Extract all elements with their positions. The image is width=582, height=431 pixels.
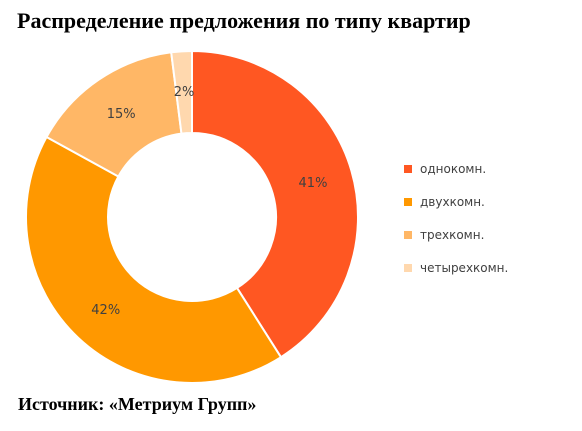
- donut-slices: [25, 49, 359, 384]
- slice-1: [191, 49, 359, 359]
- slice-labels: 41% 42% 15% 2%: [91, 85, 327, 318]
- source-note: Источник: «Метриум Групп»: [18, 394, 257, 414]
- slice-label-1: 41%: [299, 176, 328, 191]
- legend-item-2: двухкомн.: [404, 194, 574, 210]
- legend-label-3: трехкомн.: [420, 228, 485, 242]
- slice-4: [170, 49, 193, 135]
- legend-item-4: четырехкомн.: [404, 260, 574, 276]
- legend-label-1: однокомн.: [420, 162, 487, 176]
- legend-label-2: двухкомн.: [420, 195, 485, 209]
- slice-label-4: 2%: [174, 85, 195, 100]
- legend-item-3: трехкомн.: [404, 227, 574, 243]
- chart-legend: однокомн. двухкомн. трехкомн. четырехкомн.: [404, 161, 574, 293]
- legend-label-4: четырехкомн.: [420, 261, 509, 275]
- slice-label-2: 42%: [91, 303, 120, 318]
- legend-swatch-2: [404, 198, 412, 206]
- slice-2: [25, 135, 283, 384]
- slice-label-3: 15%: [107, 107, 136, 122]
- legend-swatch-4: [404, 264, 412, 272]
- legend-swatch-3: [404, 231, 412, 239]
- legend-item-1: однокомн.: [404, 161, 574, 177]
- chart-title: Распределение предложения по типу кварти…: [17, 8, 471, 33]
- legend-swatch-1: [404, 165, 412, 173]
